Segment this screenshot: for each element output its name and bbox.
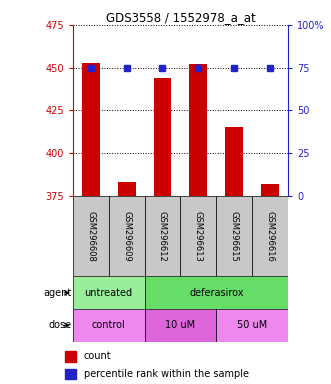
Bar [82,63,100,196]
Bar [180,196,216,276]
Text: GSM296613: GSM296613 [194,211,203,262]
Bar [261,184,279,196]
Text: 10 uM: 10 uM [165,320,196,331]
Text: untreated: untreated [85,288,133,298]
Bar [189,64,207,196]
Bar [225,127,243,196]
Text: agent: agent [44,288,72,298]
Bar [216,309,288,342]
Bar [145,196,180,276]
Bar [65,369,76,379]
Text: GSM296612: GSM296612 [158,211,167,262]
Text: 50 uM: 50 uM [237,320,267,331]
Text: count: count [84,351,112,361]
Bar [145,276,288,309]
Text: GSM296609: GSM296609 [122,211,131,262]
Bar [154,78,171,196]
Bar [109,196,145,276]
Bar [73,309,145,342]
Bar [65,351,76,362]
Text: GSM296616: GSM296616 [265,211,274,262]
Text: percentile rank within the sample: percentile rank within the sample [84,369,249,379]
Bar [73,276,145,309]
Text: control: control [92,320,125,331]
Text: dose: dose [49,320,72,331]
Text: GSM296608: GSM296608 [86,211,95,262]
Bar [216,196,252,276]
Bar [118,182,136,196]
Bar [73,196,109,276]
Text: deferasirox: deferasirox [189,288,244,298]
Title: GDS3558 / 1552978_a_at: GDS3558 / 1552978_a_at [106,11,255,24]
Bar [252,196,288,276]
Text: GSM296615: GSM296615 [230,211,239,262]
Bar [145,309,216,342]
